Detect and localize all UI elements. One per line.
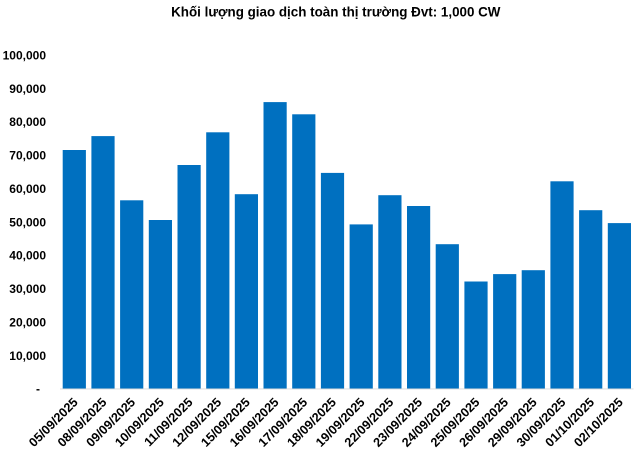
svg-text:90,000: 90,000 — [9, 82, 46, 96]
svg-text:Khối lượng giao dịch toàn thị: Khối lượng giao dịch toàn thị trường Đvt… — [171, 5, 501, 20]
svg-text:60,000: 60,000 — [9, 182, 46, 196]
svg-text:100,000: 100,000 — [3, 49, 47, 63]
svg-text:20,000: 20,000 — [9, 316, 46, 330]
svg-text:10,000: 10,000 — [9, 349, 46, 363]
svg-text:30,000: 30,000 — [9, 282, 46, 296]
svg-text:80,000: 80,000 — [9, 115, 46, 129]
svg-text:-: - — [36, 382, 40, 396]
svg-text:70,000: 70,000 — [9, 149, 46, 163]
svg-text:40,000: 40,000 — [9, 249, 46, 263]
svg-text:50,000: 50,000 — [9, 215, 46, 229]
